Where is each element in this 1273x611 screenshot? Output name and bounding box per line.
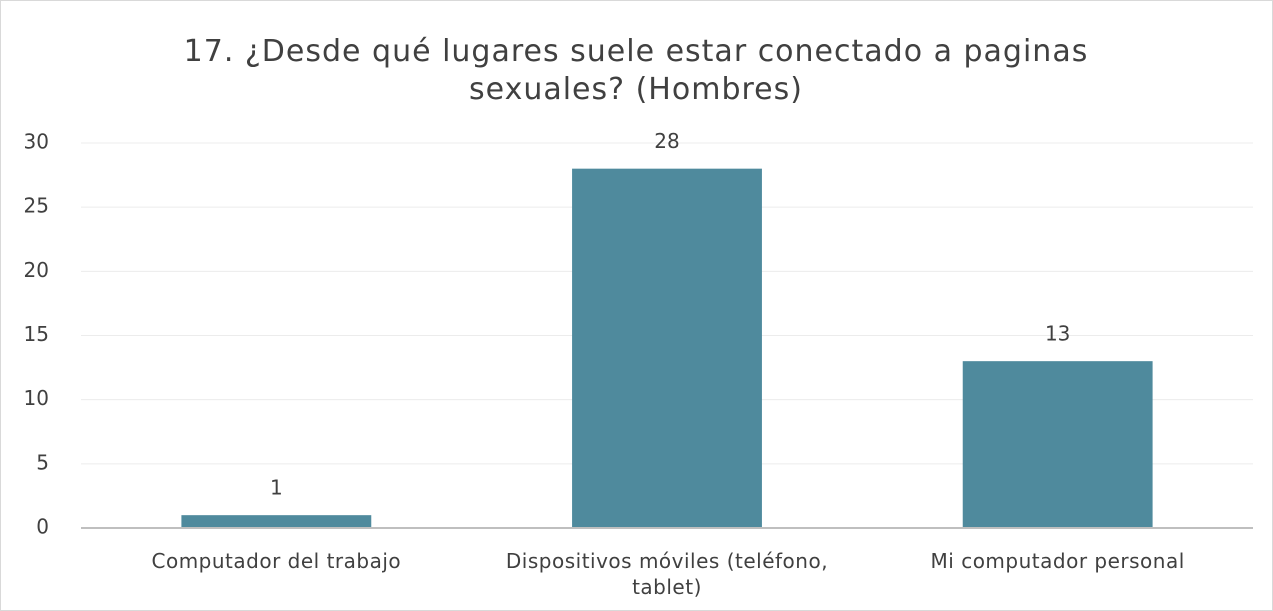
x-tick-label: Computador del trabajo	[151, 549, 402, 573]
x-tick-label: Mi computador personal	[930, 549, 1185, 573]
y-tick-label: 30	[24, 130, 49, 154]
data-label: 28	[654, 129, 679, 153]
bar	[572, 168, 762, 528]
y-tick-label: 20	[24, 258, 49, 282]
x-tick-label: Dispositivos móviles (teléfono, tablet)	[505, 549, 829, 599]
data-label: 13	[1045, 322, 1070, 346]
y-tick-label: 5	[36, 450, 49, 474]
bar	[181, 515, 372, 528]
chart-title: 17. ¿Desde qué lugares suele estar conec…	[183, 34, 1089, 107]
y-tick-label: 15	[24, 322, 49, 346]
y-tick-label: 25	[24, 194, 49, 218]
data-label: 1	[270, 476, 283, 500]
bar	[962, 361, 1153, 528]
y-tick-label: 10	[24, 386, 49, 410]
y-tick-label: 0	[36, 515, 49, 539]
